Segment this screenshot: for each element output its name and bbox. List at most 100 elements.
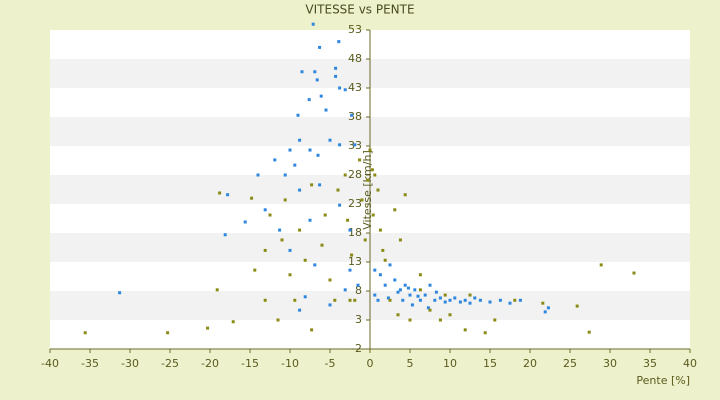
point <box>403 193 407 197</box>
point <box>276 318 280 322</box>
point <box>518 298 522 302</box>
point <box>383 283 387 287</box>
point <box>418 288 422 292</box>
point <box>298 138 302 142</box>
point <box>376 188 380 192</box>
y-axis-label: Vitesse [km/h] <box>361 150 374 230</box>
point <box>288 148 292 152</box>
point <box>388 298 392 302</box>
point <box>410 303 414 307</box>
point <box>288 273 292 277</box>
point <box>215 288 219 292</box>
point <box>308 148 312 152</box>
point <box>313 263 317 267</box>
point <box>328 278 332 282</box>
point <box>398 238 402 242</box>
point <box>416 294 420 298</box>
point <box>353 143 357 147</box>
point <box>453 296 457 300</box>
point <box>408 293 412 297</box>
y-tick-label: 8 <box>355 284 362 297</box>
point <box>426 306 430 310</box>
point <box>403 283 407 287</box>
x-axis-label: Pente [%] <box>636 374 690 387</box>
point <box>358 158 362 162</box>
point <box>334 74 338 78</box>
point <box>348 298 352 302</box>
point <box>363 238 367 242</box>
point <box>293 298 297 302</box>
point <box>463 298 467 302</box>
point <box>343 173 347 177</box>
point <box>373 293 377 297</box>
point <box>323 213 327 217</box>
point <box>298 188 302 192</box>
point <box>388 263 392 267</box>
point <box>378 228 382 232</box>
point <box>346 218 350 222</box>
point <box>315 78 319 82</box>
point <box>493 318 497 322</box>
point <box>324 108 328 112</box>
point <box>318 183 322 187</box>
point <box>338 203 342 207</box>
point <box>473 296 477 300</box>
point <box>348 268 352 272</box>
point <box>398 288 402 292</box>
x-tick-label: 0 <box>367 357 374 370</box>
point <box>428 283 432 287</box>
point <box>311 22 315 26</box>
point <box>328 303 332 307</box>
point <box>513 298 517 302</box>
point <box>319 94 323 98</box>
point <box>381 248 385 252</box>
point <box>373 268 377 272</box>
point <box>333 298 337 302</box>
point <box>337 40 341 44</box>
point <box>508 301 512 305</box>
point <box>368 148 372 152</box>
point <box>293 163 297 167</box>
point <box>406 286 410 290</box>
point <box>298 308 302 312</box>
point <box>393 208 397 212</box>
x-tick-label: -5 <box>325 357 336 370</box>
point <box>360 198 364 202</box>
point <box>310 183 314 187</box>
point <box>278 228 282 232</box>
point <box>303 295 307 299</box>
point <box>256 173 260 177</box>
point <box>231 320 235 324</box>
point <box>320 243 324 247</box>
point <box>263 208 267 212</box>
point <box>253 268 257 272</box>
point <box>350 253 354 257</box>
point <box>318 45 322 49</box>
x-tick-label: -20 <box>201 357 219 370</box>
point <box>483 331 487 335</box>
point <box>343 288 347 292</box>
point <box>218 191 222 195</box>
point <box>288 248 292 252</box>
point <box>438 296 442 300</box>
point <box>371 213 375 217</box>
point <box>587 330 591 334</box>
point <box>546 306 550 310</box>
point <box>458 300 462 304</box>
point <box>334 66 338 70</box>
point <box>338 143 342 147</box>
point <box>632 271 636 275</box>
point <box>298 228 302 232</box>
point <box>273 158 277 162</box>
point <box>443 293 447 297</box>
point <box>401 298 405 302</box>
y-tick-label: 28 <box>348 168 362 181</box>
point <box>353 298 357 302</box>
point <box>463 328 467 332</box>
point <box>83 331 87 335</box>
x-tick-label: -30 <box>121 357 139 370</box>
point <box>308 218 312 222</box>
point <box>268 213 272 217</box>
point <box>356 283 360 287</box>
